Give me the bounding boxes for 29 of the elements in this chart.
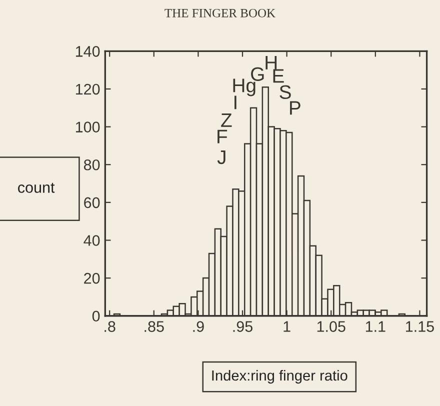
annotation: H bbox=[266, 56, 277, 70]
x-axis-title: Index:ring finger ratio bbox=[212, 370, 348, 384]
y-tick-label: 100 bbox=[76, 122, 100, 132]
y-tick-label: 80 bbox=[84, 159, 100, 170]
y-tick-label: 140 bbox=[76, 46, 100, 57]
y-tick-label: 0 bbox=[92, 310, 100, 322]
annotation: Hg bbox=[233, 78, 256, 96]
x-tick-label: 1 bbox=[284, 321, 290, 332]
chart-title: THE FINGER BOOK bbox=[164, 8, 276, 18]
y-tick-label: 60 bbox=[84, 197, 100, 208]
y-tick-label: 40 bbox=[84, 235, 100, 246]
x-tick-label: .8 bbox=[104, 321, 116, 332]
x-tick-label: .85 bbox=[144, 321, 164, 332]
annotation: J bbox=[217, 150, 226, 164]
annotation: P bbox=[290, 101, 300, 115]
annotation: Z bbox=[221, 113, 232, 127]
annotation: I bbox=[234, 96, 236, 110]
y-axis-title: count bbox=[18, 182, 55, 193]
annotation: S bbox=[280, 85, 291, 99]
x-tick-label: .9 bbox=[193, 321, 204, 332]
x-tick-label: .95 bbox=[233, 321, 252, 332]
x-tick-label: 1.15 bbox=[406, 321, 434, 332]
annotation: E bbox=[273, 69, 284, 83]
x-tick-label: 1.05 bbox=[317, 321, 346, 332]
y-tick-label: 20 bbox=[84, 272, 100, 284]
annotation: G bbox=[251, 67, 264, 81]
y-tick-label: 120 bbox=[76, 84, 100, 95]
annotation: F bbox=[218, 130, 228, 144]
x-tick-label: 1.1 bbox=[366, 321, 386, 332]
